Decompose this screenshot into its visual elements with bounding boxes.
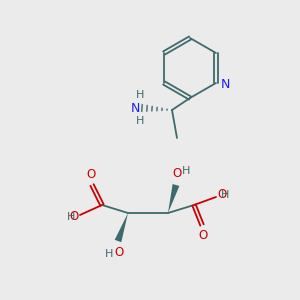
Text: H: H [136,116,144,126]
Polygon shape [115,213,128,242]
Text: H: H [182,166,190,176]
Text: O: O [114,246,124,259]
Text: H: H [105,249,113,259]
Text: N: N [221,77,230,91]
Text: O: O [86,168,96,181]
Polygon shape [168,184,179,213]
Text: H: H [221,190,229,200]
Text: O: O [198,229,208,242]
Text: O: O [70,211,79,224]
Text: O: O [172,167,182,180]
Text: H: H [67,212,75,222]
Text: O: O [217,188,226,202]
Text: H: H [136,90,144,100]
Text: N: N [130,101,140,115]
